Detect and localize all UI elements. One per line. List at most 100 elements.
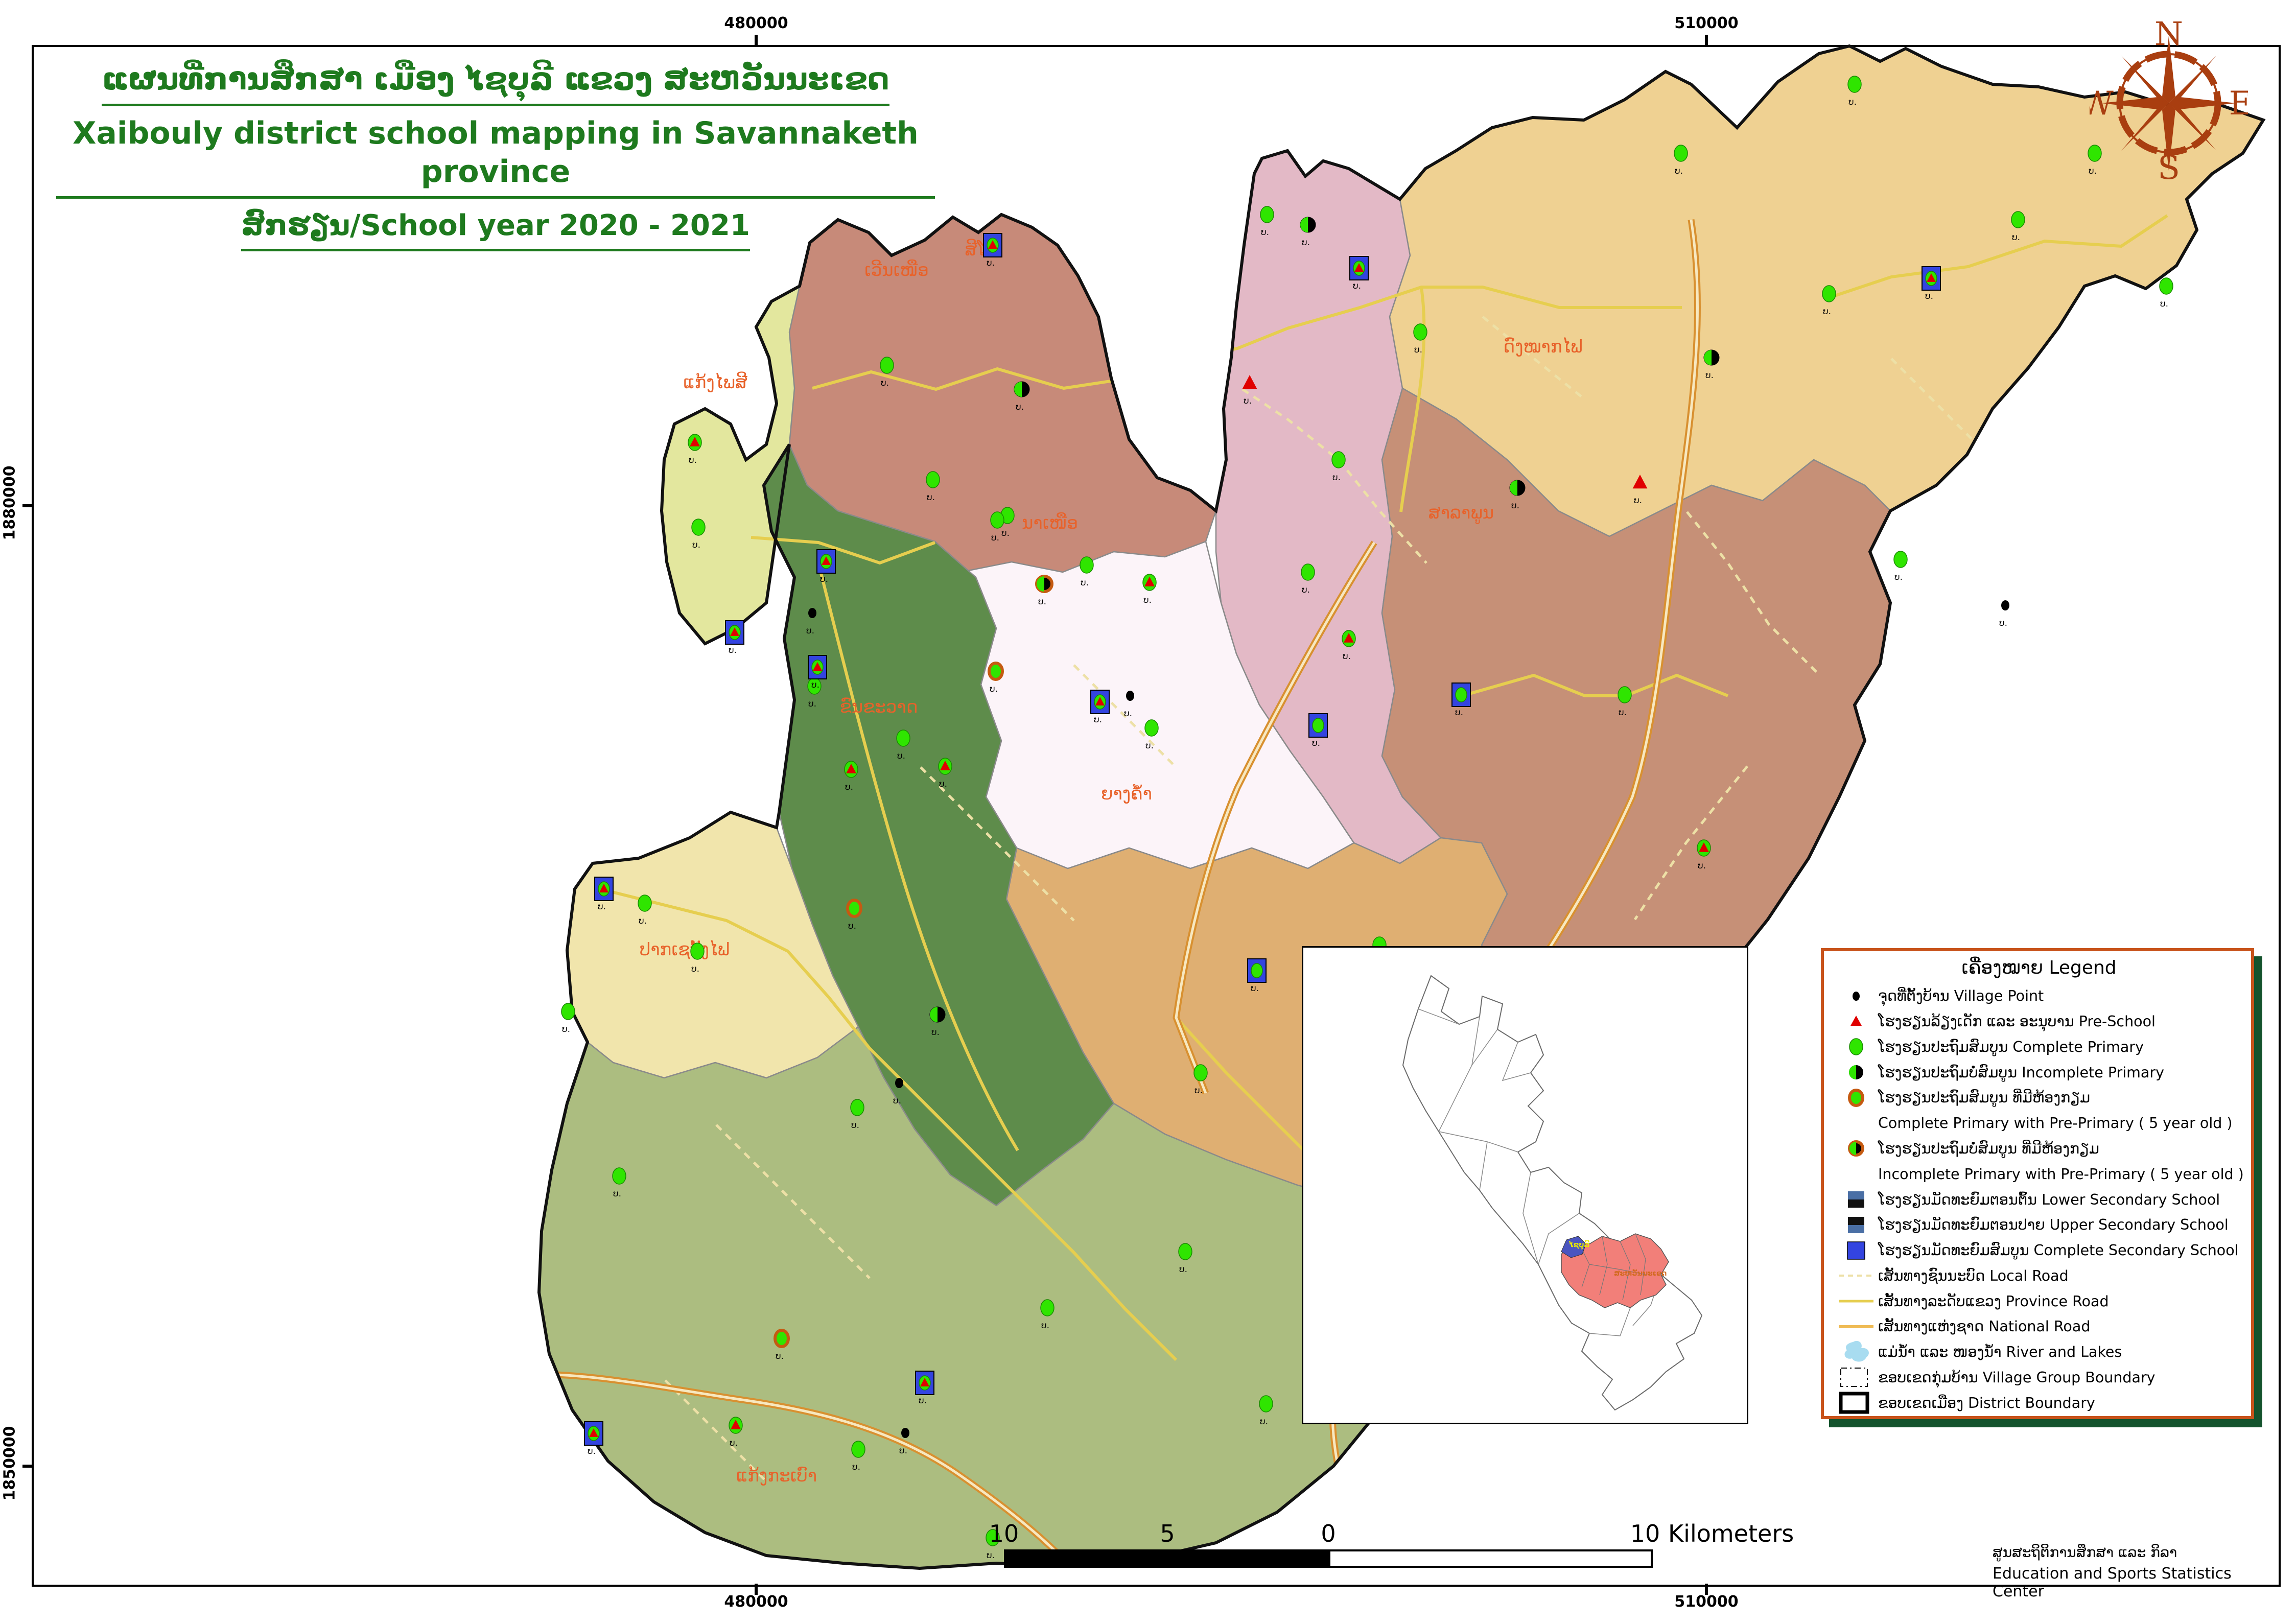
legend-item-label: ເສັ້ນທາງແຫ່ງຊາດ National Road xyxy=(1878,1318,2091,1335)
national-road-icon xyxy=(1839,1325,1873,1328)
scale-10-right: 10 xyxy=(1630,1520,1660,1547)
legend-symbol-cell xyxy=(1834,1390,1878,1416)
school-marker-cp: ບ. xyxy=(896,729,910,761)
lower-secondary-icon xyxy=(1848,1191,1864,1208)
legend-symbol-cell xyxy=(1834,1364,1878,1391)
legend-item-label: Incomplete Primary with Pre-Primary ( 5 … xyxy=(1878,1165,2244,1183)
scale-5: 5 xyxy=(1160,1520,1175,1547)
village-label: ບ. xyxy=(613,1189,621,1199)
province-road xyxy=(1462,673,1729,697)
school-marker-cp: ບ. xyxy=(1193,1064,1208,1096)
school-marker-cp: ບ. xyxy=(2088,145,2102,176)
village-label: ບ. xyxy=(899,1446,907,1456)
region-label-na-nua: ນາເໜືອ xyxy=(1022,512,1078,533)
legend-item: ແມ່ນ້ຳ ແລະ ໜອງນ້ຳ River and Lakes xyxy=(1834,1339,2244,1365)
school-marker-cpp: ບ. xyxy=(1697,839,1711,871)
title-block: ແຜນທີ່ການສຶກສາ ເມືອງ ໄຊບຸລີ ແຂວງ ສະຫວັນນ… xyxy=(56,60,935,251)
complete-primary-icon xyxy=(1849,1038,1863,1056)
school-marker-ip: ບ. xyxy=(1509,480,1526,511)
grid-tick-top xyxy=(755,35,758,46)
school-marker-sp: ບ. xyxy=(983,233,1002,268)
district-boundary-icon xyxy=(1839,1392,1869,1414)
school-marker-sp: ບ. xyxy=(1922,266,1941,301)
school-marker-cp: ບ. xyxy=(986,1529,1000,1561)
grid-northing-label: 1850000 xyxy=(1,1426,19,1501)
school-marker-i5: ບ. xyxy=(1035,575,1053,607)
grid-easting-label: 480000 xyxy=(724,1593,788,1611)
scale-bar-white-segment xyxy=(1328,1549,1653,1568)
village-label: ບ. xyxy=(1145,741,1154,751)
legend-item: ເສັ້ນທາງຊົນນະບົດ Local Road xyxy=(1834,1263,2244,1288)
legend-item-label: ໂຮງຮຽນລ້ຽງເດັກ ແລະ ອະນຸບານ Pre-School xyxy=(1878,1013,2156,1030)
village-label: ບ. xyxy=(729,645,737,655)
school-marker-cp: ບ. xyxy=(561,1003,575,1034)
scale-0: 0 xyxy=(1321,1520,1336,1547)
school-marker-cp: ບ. xyxy=(807,677,822,709)
legend-item-label: ໂຮງຮຽນມັດທະຍົມສົມບູນ Complete Secondary … xyxy=(1878,1242,2239,1259)
school-marker-cp: ບ. xyxy=(1618,686,1632,718)
legend-item: ໂຮງຮຽນປະຖົມບໍ່ສົມບູນ ທີ່ມີຫ້ອງກຽມ xyxy=(1834,1136,2244,1162)
province-road-icon xyxy=(1839,1300,1873,1303)
school-marker-sp: ບ. xyxy=(584,1421,603,1456)
legend-symbol-cell xyxy=(1834,1212,1878,1238)
village-label: ບ. xyxy=(1823,307,1831,317)
village-label: ບ. xyxy=(987,258,995,268)
school-marker-sp: ບ. xyxy=(725,620,744,655)
local-road xyxy=(920,766,1075,922)
map-title-english: Xaibouly district school mapping in Sava… xyxy=(56,114,935,199)
grid-easting-label: 480000 xyxy=(724,14,788,32)
legend-item: ຂອບເຂດກຸ່ມບ້ານ Village Group Boundary xyxy=(1834,1364,2244,1390)
school-marker-cp: ບ. xyxy=(638,895,652,926)
village-label: ບ. xyxy=(991,533,999,543)
school-marker-cpp: ບ. xyxy=(1142,574,1157,605)
region-label-khonkhavad: ຂົນຂະວາດ xyxy=(840,697,918,717)
province-road xyxy=(603,888,1178,1361)
school-marker-cp: ບ. xyxy=(690,943,705,974)
school-marker-cpp: ບ. xyxy=(688,434,702,465)
school-marker-cp: ບ. xyxy=(1331,451,1346,483)
school-marker-cpp: ບ. xyxy=(729,1417,743,1448)
village-label: ບ. xyxy=(1194,1086,1203,1096)
school-marker-cp: ບ. xyxy=(1893,551,1908,582)
inset-district-boundary xyxy=(1620,1241,1631,1301)
legend-item: ຈຸດທີ່ຕັ້ງບ້ານ Village Point xyxy=(1834,983,2244,1009)
village-label: ບ. xyxy=(808,699,816,709)
river-lakes-icon xyxy=(1844,1340,1869,1362)
region-label-kengkabao: ແກ້ງກະເບົາ xyxy=(736,1466,817,1486)
region-label-yangkham: ຍາງຄ້ຳ xyxy=(1101,784,1152,804)
village-label: ບ. xyxy=(689,455,697,465)
village-label: ບ. xyxy=(1332,473,1341,483)
village-label: ບ. xyxy=(562,1024,570,1034)
legend-item: ເສັ້ນທາງແຫ່ງຊາດ National Road xyxy=(1834,1314,2244,1339)
village-label: ບ. xyxy=(691,964,699,974)
national-road-centerline xyxy=(1175,542,1376,1094)
school-marker-cp: ບ. xyxy=(1822,285,1836,317)
inset-xaibouly-district xyxy=(1561,1236,1586,1258)
legend-symbol-cell xyxy=(1834,1237,1878,1264)
inset-label-xaibouly: ໄຊບູລີ xyxy=(1568,1240,1590,1250)
school-marker-sp: ບ. xyxy=(1090,690,1110,725)
inset-district-boundary xyxy=(1589,1264,1646,1275)
legend-item-label: ຈຸດທີ່ຕັ້ງບ້ານ Village Point xyxy=(1878,987,2044,1005)
school-marker-dot: ບ. xyxy=(806,608,816,636)
village-label: ບ. xyxy=(639,916,647,926)
school-marker-cp: ບ. xyxy=(2159,277,2173,309)
school-marker-ip: ບ. xyxy=(1703,349,1720,381)
village-label: ບ. xyxy=(1894,572,1903,582)
legend-item-label: ເສັ້ນທາງລະດັບແຂວງ Province Road xyxy=(1878,1292,2109,1310)
village-label: ບ. xyxy=(919,1396,927,1406)
legend-item: Incomplete Primary with Pre-Primary ( 5 … xyxy=(1834,1161,2244,1187)
school-marker-cp: ບ. xyxy=(990,511,1004,543)
village-label: ບ. xyxy=(987,1550,995,1561)
legend-item: ໂຮງຮຽນມັດທະຍົມຕອນຕົ້ນ Lower Secondary Sc… xyxy=(1834,1187,2244,1212)
village-label: ບ. xyxy=(927,492,935,503)
village-label: ບ. xyxy=(1925,291,1933,301)
local-road xyxy=(1482,316,1585,399)
inset-laos-outline xyxy=(1402,975,1703,1411)
school-marker-dot: ບ. xyxy=(899,1428,909,1456)
legend-symbol-cell xyxy=(1834,1262,1878,1289)
village-label: ບ. xyxy=(1312,738,1320,748)
inset-location-map: ໄຊບູລີ ສະຫວັນນະເຂດ xyxy=(1302,946,1748,1424)
school-marker-sp: ບ. xyxy=(816,549,836,584)
legend-item-label: ໂຮງຮຽນປະຖົມສົມບູນ ທີ່ມີຫ້ອງກຽມ xyxy=(1878,1089,2091,1107)
